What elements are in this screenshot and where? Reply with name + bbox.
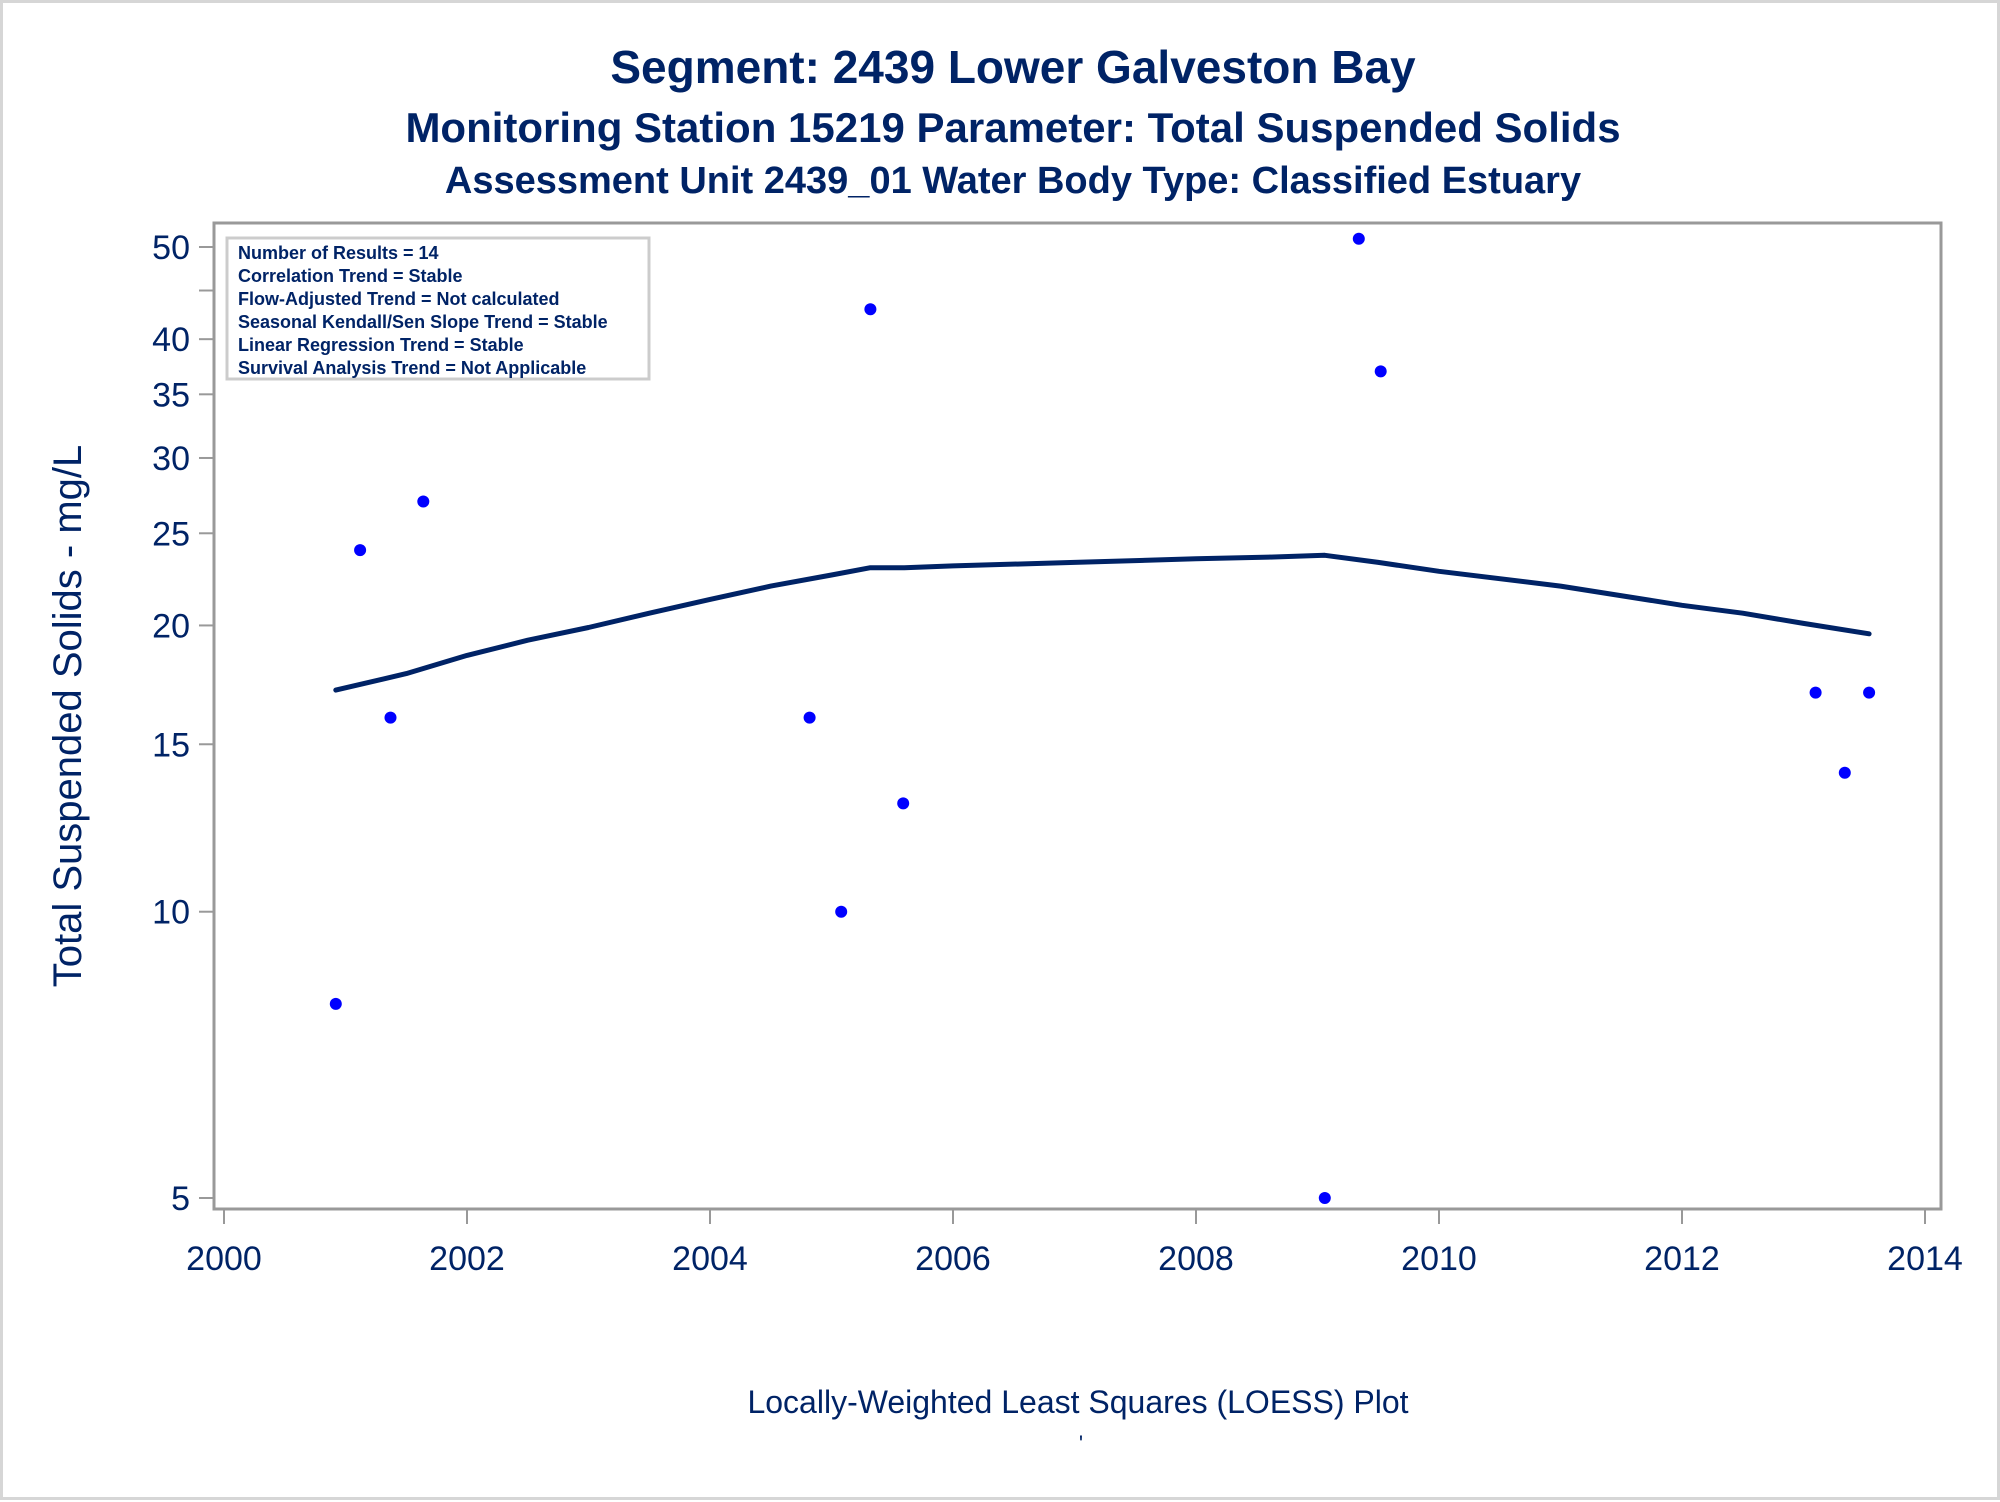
y-tick-label-5: 5 (171, 1180, 190, 1218)
data-point-3 (384, 711, 397, 724)
data-point-13 (1838, 766, 1851, 779)
loess-line (333, 552, 1872, 693)
data-point-7 (864, 303, 877, 316)
data-point-14 (1863, 686, 1876, 699)
stat-survival-analysis-trend: Survival Analysis Trend = Not Applicable (238, 358, 586, 378)
plot-area (212, 221, 1943, 1211)
x-tick-label-2004: 2004 (672, 1240, 748, 1278)
y-axis-label: Total Suspended Solids - mg/L (46, 445, 90, 988)
stats-box: Number of Results = 14 Correlation Trend… (225, 236, 651, 381)
y-tick-label-35: 35 (152, 376, 190, 414)
x-tick-label-2000: 2000 (186, 1240, 262, 1278)
x-axis-label: Locally-Weighted Least Squares (LOESS) P… (747, 1384, 1408, 1420)
stats-box-border (225, 236, 651, 381)
stat-number-of-results: Number of Results = 14 (238, 243, 439, 263)
data-point-2 (354, 544, 367, 557)
y-tick-label-15: 15 (152, 726, 190, 764)
y-axis: 5 10 15 20 25 30 35 40 50 (152, 229, 214, 1218)
data-point-6 (835, 905, 848, 918)
data-point-9 (1318, 1192, 1331, 1204)
stat-linear-regression-trend: Linear Regression Trend = Stable (238, 335, 524, 355)
y-tick-label-25: 25 (152, 515, 190, 553)
stat-flow-adjusted-trend: Flow-Adjusted Trend = Not calculated (238, 289, 560, 309)
chart: Segment: 2439 Lower Galveston Bay Monito… (46, 41, 1963, 1456)
data-point-8 (897, 797, 910, 810)
series-layer (329, 232, 1876, 1204)
x-tick-label-2008: 2008 (1158, 1240, 1234, 1278)
x-tick-label-2012: 2012 (1644, 1240, 1720, 1278)
data-point-1 (329, 997, 342, 1010)
data-point-10 (1352, 232, 1365, 245)
y-tick-label-20: 20 (152, 607, 190, 645)
chart-subtitle: Monitoring Station 15219 Parameter: Tota… (405, 104, 1620, 151)
stat-correlation-trend: Correlation Trend = Stable (238, 266, 463, 286)
y-tick-label-40: 40 (152, 321, 190, 359)
x-tick-label-2014: 2014 (1887, 1240, 1963, 1278)
x-axis: 2000 2002 2004 2006 2008 2010 2012 2014 (186, 1209, 1963, 1278)
data-point-4 (417, 495, 430, 508)
y-tick-label-50: 50 (152, 229, 190, 267)
y-tick-label-30: 30 (152, 440, 190, 478)
data-point-5 (803, 711, 816, 724)
stat-seasonal-kendall-trend: Seasonal Kendall/Sen Slope Trend = Stabl… (238, 312, 608, 332)
chart-title: Segment: 2439 Lower Galveston Bay (610, 41, 1416, 93)
footnote-mark: ' (1079, 1431, 1083, 1456)
data-point-11 (1374, 365, 1387, 378)
x-tick-label-2002: 2002 (429, 1240, 505, 1278)
data-point-12 (1809, 686, 1822, 699)
chart-subtitle-2: Assessment Unit 2439_01 Water Body Type:… (445, 160, 1581, 202)
x-tick-label-2010: 2010 (1401, 1240, 1477, 1278)
x-tick-label-2006: 2006 (915, 1240, 991, 1278)
y-tick-label-10: 10 (152, 894, 190, 932)
